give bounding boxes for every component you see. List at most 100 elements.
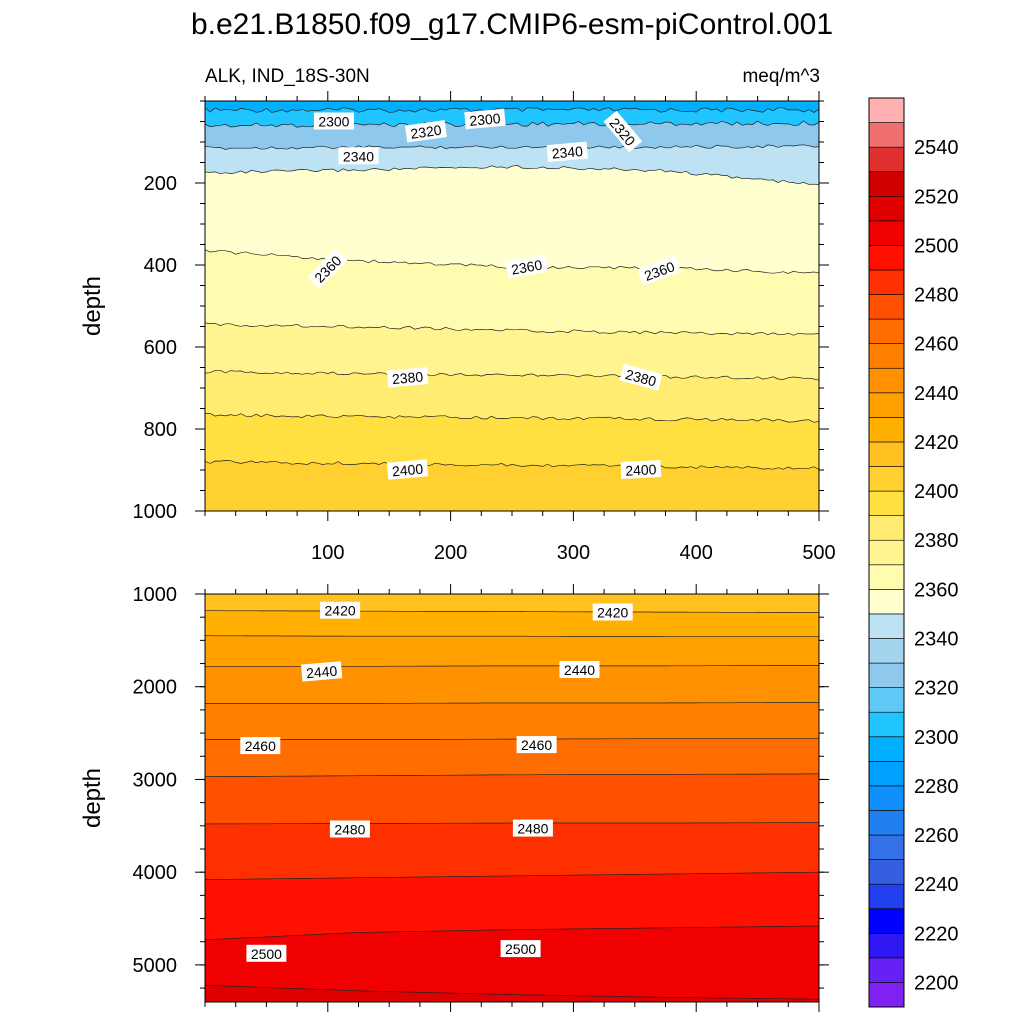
lower-contour-line-2450: [205, 702, 819, 704]
lower-contour-label-text: 2420: [597, 605, 628, 621]
colorbar-tick-label: 2280: [914, 776, 959, 798]
upper-contour-label-text: 2300: [318, 114, 349, 130]
lower-y-tick-label: 3000: [133, 769, 178, 791]
colorbar-swatch: [868, 982, 905, 1008]
lower-y-tick-label: 4000: [133, 862, 178, 884]
upper-x-tick-label: 400: [680, 542, 713, 564]
upper-contour-label: 2300: [464, 108, 506, 130]
lower-y-tick-label: 5000: [133, 955, 178, 977]
upper-contour-line-2370: [205, 322, 819, 336]
colorbar-tick-label: 2460: [914, 334, 959, 356]
lower-contour-line-2470: [205, 773, 819, 778]
colorbar-swatch: [868, 343, 905, 369]
lower-y-tick-label: 1000: [133, 584, 178, 606]
colorbar-swatch: [868, 687, 905, 713]
lower-contour-label-text: 2460: [521, 737, 552, 753]
lower-contour-label-text: 2420: [325, 603, 356, 619]
upper-contour-label: 2360: [505, 254, 548, 279]
lower-contour-label: 2460: [516, 736, 557, 754]
left-subtitle: ALK, IND_18S-30N: [205, 66, 370, 87]
lower-contour-line-2460: [205, 738, 819, 740]
colorbar-tick-label: 2500: [914, 235, 959, 257]
colorbar-swatch: [868, 932, 905, 959]
upper-contour-label-text: 2340: [551, 143, 584, 162]
colorbar-tick-label: 2320: [914, 678, 959, 700]
upper-contour-line-2350: [205, 164, 819, 185]
lower-y-axis: 1000 2000 3000 4000 5000 depth: [79, 584, 829, 989]
colorbar-tick-label: 2380: [914, 530, 959, 552]
colorbar-swatch: [868, 613, 905, 639]
colorbar-swatch: [868, 785, 905, 811]
upper-band-2400: [205, 460, 819, 511]
lower-contour-label-text: 2500: [251, 946, 282, 962]
lower-contour-line-2430: [205, 635, 819, 638]
colorbar-swatch: [868, 269, 905, 295]
colorbar-swatch: [868, 146, 905, 173]
upper-contour-line-2320: [205, 120, 819, 128]
colorbar-tick-label: 2480: [914, 285, 959, 307]
figure-title: b.e21.B1850.f09_g17.CMIP6-esm-piControl.…: [191, 8, 833, 41]
upper-x-tick-label: 200: [434, 542, 467, 564]
lower-contour-label: 2460: [240, 737, 281, 755]
lower-contour-label-text: 2440: [305, 663, 338, 682]
upper-contour-line-2380: [205, 369, 819, 381]
lower-band-2510: [205, 985, 819, 1002]
colorbar-swatch: [868, 638, 905, 664]
lower-contour-line-2480: [205, 822, 819, 825]
lower-contour-label: 2500: [500, 940, 541, 958]
upper-contour-label-text: 2320: [409, 122, 442, 142]
lower-x-axis: [204, 584, 820, 1012]
upper-contour-label: 2340: [546, 141, 588, 163]
lower-panel: 2420 2420 2440 2440 2460 2460 2480 2480 2500 2500…: [79, 584, 829, 1012]
upper-contour-label-text: 2300: [469, 110, 502, 129]
colorbar-swatch: [868, 711, 905, 738]
colorbar-swatch: [868, 883, 905, 910]
upper-contour-line-2390: [205, 413, 819, 423]
colorbar-swatch: [868, 245, 905, 271]
colorbar-swatch: [868, 957, 905, 983]
colorbar-tick-label: 2300: [914, 727, 959, 749]
colorbar-swatch: [868, 367, 905, 394]
colorbar-tick-label: 2340: [914, 629, 959, 651]
upper-contour-label-text: 2400: [391, 461, 424, 480]
colorbar-tick-label: 2400: [914, 481, 959, 503]
lower-contour-label: 2480: [512, 819, 553, 837]
upper-x-tick-label: 500: [802, 542, 835, 564]
colorbar-tick-label: 2520: [914, 186, 959, 208]
upper-y-tick-label: 800: [144, 419, 177, 441]
colorbar-tick-label: 2420: [914, 432, 959, 454]
colorbar-tick-label: 2360: [914, 579, 959, 601]
lower-contour-line-2500: [205, 925, 819, 941]
upper-contour-line-2340: [205, 144, 819, 150]
upper-contour-line-2300: [205, 107, 819, 113]
colorbar-swatch: [868, 318, 905, 344]
colorbar-swatch: [868, 195, 905, 222]
colorbar-swatch: [868, 417, 905, 443]
colorbar-tick-label: 2200: [914, 972, 959, 994]
lower-y-axis-label: depth: [79, 768, 106, 828]
upper-contour-label: 2320: [404, 120, 447, 143]
upper-x-axis: 100 200 300 400 500: [204, 91, 836, 564]
colorbar-swatch: [868, 662, 905, 688]
colorbar-tick-label: 2440: [914, 383, 959, 405]
colorbar-tick-label: 2540: [914, 137, 959, 159]
lower-contour-line-2420: [205, 610, 819, 613]
colorbar-swatch: [868, 466, 905, 492]
upper-y-tick-label: 1000: [133, 501, 178, 523]
upper-contour-label: 2400: [386, 459, 429, 480]
upper-contour-label-text: 2380: [624, 366, 658, 390]
colorbar-swatch: [868, 171, 905, 197]
colorbar-swatch: [868, 441, 905, 467]
lower-contour-label: 2420: [320, 601, 361, 619]
upper-y-axis: 200 400 600 800 1000 depth: [79, 100, 829, 523]
colorbar-swatch: [868, 761, 905, 787]
lower-contour-label: 2440: [300, 661, 343, 682]
colorbar-swatch: [868, 220, 905, 246]
upper-contour-label: 2300: [313, 112, 354, 130]
colorbar-swatch: [868, 908, 905, 934]
upper-y-axis-label: depth: [79, 276, 106, 336]
lower-contour-line-2490: [205, 871, 819, 880]
colorbar-tick-label: 2260: [914, 825, 959, 847]
colorbar-swatch: [868, 736, 905, 762]
